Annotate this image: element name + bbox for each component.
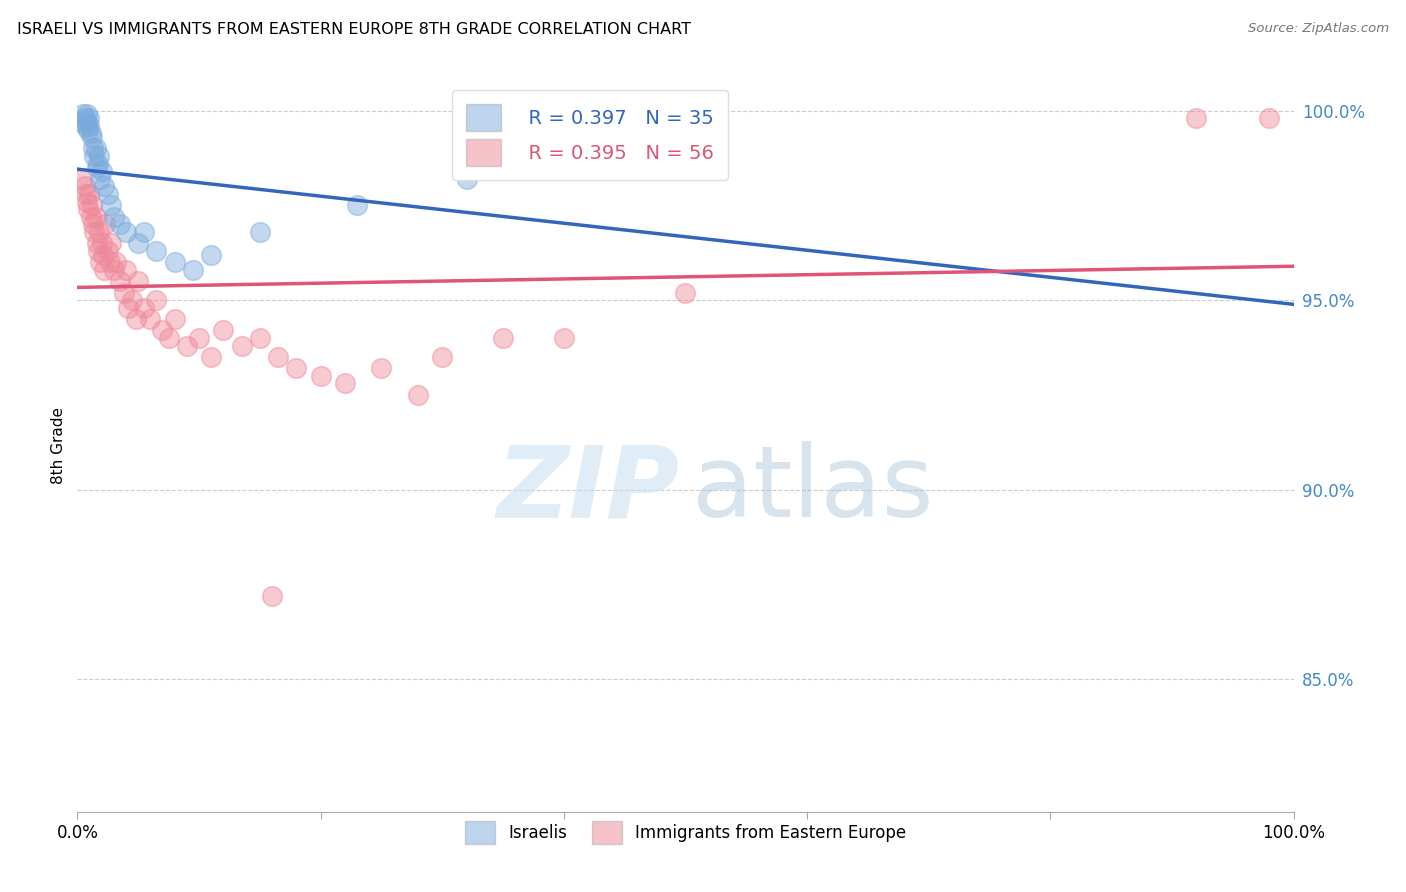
Point	[72, 107, 94, 121]
Point	[430, 350, 453, 364]
Point	[121, 293, 143, 307]
Point	[89, 225, 111, 239]
Point	[309, 368, 332, 383]
Point	[77, 122, 100, 136]
Point	[70, 171, 93, 186]
Point	[93, 262, 115, 277]
Point	[108, 217, 131, 231]
Text: ZIP: ZIP	[496, 442, 679, 539]
Point	[87, 244, 110, 258]
Point	[1185, 111, 1208, 125]
Point	[76, 107, 98, 121]
Point	[84, 210, 107, 224]
Point	[86, 236, 108, 251]
Point	[98, 255, 121, 269]
Point	[73, 179, 96, 194]
Point	[79, 119, 101, 133]
Point	[84, 141, 107, 155]
Point	[406, 388, 429, 402]
Point	[134, 301, 156, 315]
Point	[456, 171, 478, 186]
Point	[77, 202, 100, 216]
Point	[127, 236, 149, 251]
Point	[80, 126, 103, 140]
Point	[117, 301, 139, 315]
Point	[83, 149, 105, 163]
Point	[86, 161, 108, 175]
Point	[346, 198, 368, 212]
Text: ISRAELI VS IMMIGRANTS FROM EASTERN EUROPE 8TH GRADE CORRELATION CHART: ISRAELI VS IMMIGRANTS FROM EASTERN EUROP…	[17, 22, 690, 37]
Point	[163, 255, 186, 269]
Point	[73, 111, 96, 125]
Text: atlas: atlas	[692, 442, 934, 539]
Point	[212, 323, 235, 337]
Y-axis label: 8th Grade: 8th Grade	[51, 408, 66, 484]
Point	[200, 350, 222, 364]
Point	[100, 236, 122, 251]
Point	[91, 247, 114, 261]
Point	[176, 338, 198, 352]
Point	[139, 312, 162, 326]
Point	[249, 331, 271, 345]
Point	[103, 262, 125, 277]
Point	[576, 141, 599, 155]
Point	[108, 274, 131, 288]
Point	[82, 141, 104, 155]
Point	[163, 312, 186, 326]
Point	[249, 225, 271, 239]
Point	[125, 312, 148, 326]
Point	[89, 149, 111, 163]
Point	[80, 210, 103, 224]
Point	[285, 361, 308, 376]
Point	[87, 156, 110, 170]
Point	[75, 186, 97, 201]
Point	[79, 186, 101, 201]
Point	[188, 331, 211, 345]
Point	[260, 589, 283, 603]
Point	[80, 130, 103, 145]
Point	[267, 350, 290, 364]
Point	[93, 179, 115, 194]
Point	[112, 285, 135, 300]
Point	[157, 331, 180, 345]
Point	[145, 244, 167, 258]
Legend: Israelis, Immigrants from Eastern Europe: Israelis, Immigrants from Eastern Europe	[458, 814, 912, 851]
Point	[83, 225, 105, 239]
Point	[103, 210, 125, 224]
Point	[100, 198, 122, 212]
Point	[70, 115, 93, 129]
Point	[553, 331, 575, 345]
Point	[200, 247, 222, 261]
Point	[675, 285, 697, 300]
Point	[152, 323, 174, 337]
Point	[231, 338, 253, 352]
Point	[76, 194, 98, 209]
Point	[97, 186, 120, 201]
Point	[333, 376, 356, 391]
Point	[127, 274, 149, 288]
Point	[79, 111, 101, 125]
Point	[105, 255, 128, 269]
Point	[115, 262, 138, 277]
Point	[82, 217, 104, 231]
Point	[90, 236, 112, 251]
Point	[181, 262, 204, 277]
Point	[90, 164, 112, 178]
Point	[75, 119, 97, 133]
Text: Source: ZipAtlas.com: Source: ZipAtlas.com	[1249, 22, 1389, 36]
Point	[97, 244, 120, 258]
Point	[370, 361, 392, 376]
Point	[76, 115, 98, 129]
Point	[89, 171, 111, 186]
Point	[134, 225, 156, 239]
Point	[94, 217, 117, 231]
Point	[1258, 111, 1281, 125]
Point	[89, 255, 111, 269]
Point	[80, 198, 103, 212]
Point	[145, 293, 167, 307]
Point	[115, 225, 138, 239]
Point	[492, 331, 515, 345]
